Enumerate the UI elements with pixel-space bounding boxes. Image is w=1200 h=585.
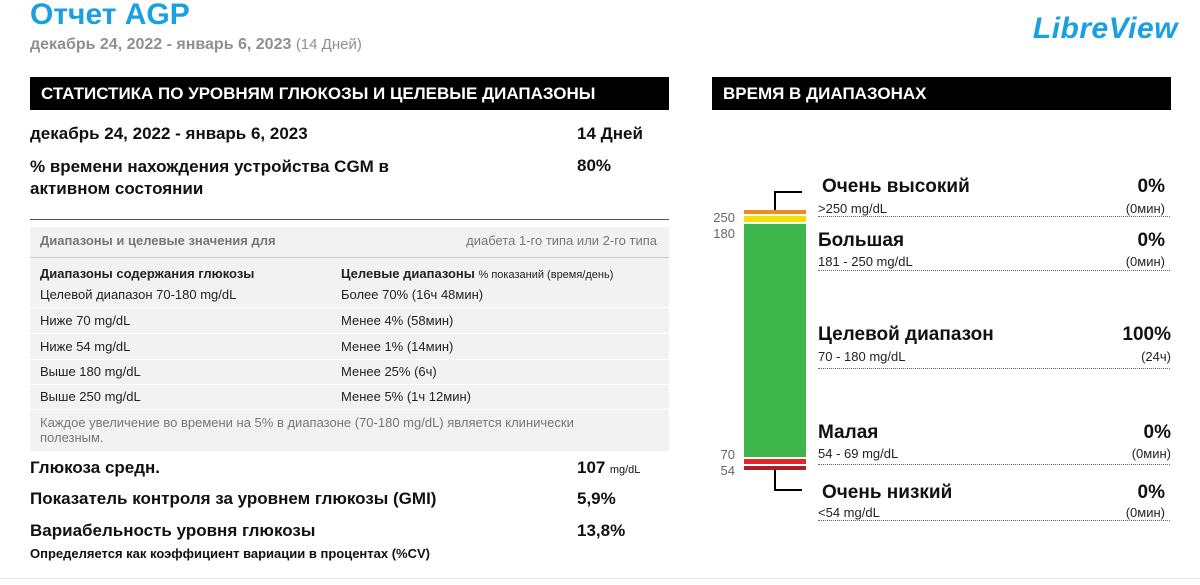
- range-sub-very-high: >250 mg/dL: [818, 201, 888, 216]
- cv-note: Определяется как коэффициент вариации в …: [30, 546, 430, 561]
- target-row-2: Менее 1% (14мин): [341, 339, 454, 354]
- range-label-target: Целевой диапазон: [818, 324, 994, 345]
- range-label-high: Большая: [818, 230, 905, 251]
- col-target-ranges-title: Целевые диапазоны: [341, 266, 475, 281]
- range-row-3: Выше 180 mg/dL: [40, 364, 141, 379]
- range-time-very-high: (0мин): [1125, 201, 1165, 216]
- cgm-active-label: % времени нахождения устройства CGM в ак…: [30, 157, 390, 198]
- range-row-2: Ниже 54 mg/dL: [40, 339, 131, 354]
- range-time-high: (0мин): [1125, 254, 1165, 269]
- tick-180: 180: [713, 226, 735, 241]
- range-row-1: Ниже 70 mg/dL: [40, 313, 131, 328]
- time-in-range-header: ВРЕМЯ В ДИАПАЗОНАХ: [712, 77, 1171, 110]
- range-sub-high: 181 - 250 mg/dL: [818, 254, 913, 269]
- range-label-low: Малая: [818, 422, 879, 443]
- row-divider: [30, 333, 669, 334]
- tick-54: 54: [720, 463, 735, 478]
- gmi-value: 5,9%: [577, 489, 616, 508]
- divider: [30, 219, 669, 220]
- gmi-label: Показатель контроля за уровнем глюкозы (…: [30, 489, 437, 508]
- dotted-divider: [818, 368, 1170, 369]
- range-time-target: (24ч): [1141, 349, 1171, 364]
- range-sub-low: 54 - 69 mg/dL: [818, 446, 899, 461]
- time-in-range-bar: [744, 191, 806, 491]
- avg-glucose-unit: mg/dL: [609, 464, 641, 476]
- targets-header-left: Диапазоны и целевые значения для: [40, 233, 276, 248]
- range-time-low: (0мин): [1131, 446, 1171, 461]
- targets-note: Каждое увеличение во времени на 5% в диа…: [40, 415, 574, 445]
- page-bottom-line: [0, 578, 1200, 579]
- range-sub-very-low: <54 mg/dL: [818, 505, 880, 520]
- period-label: декабрь 24, 2022 - январь 6, 2023: [30, 124, 308, 143]
- connector-very-high: [774, 191, 802, 210]
- range-pct-high: 0%: [1137, 230, 1165, 251]
- dotted-divider: [818, 520, 1170, 521]
- range-time-very-low: (0мин): [1125, 505, 1165, 520]
- range-sub-target: 70 - 180 mg/dL: [818, 349, 906, 364]
- range-pct-very-low: 0%: [1137, 482, 1165, 503]
- range-label-very-high: Очень высокий: [822, 176, 970, 197]
- target-row-4: Менее 5% (1ч 12мин): [341, 389, 471, 404]
- report-title: Отчет AGP: [30, 0, 190, 31]
- row-divider: [30, 384, 669, 385]
- tick-250: 250: [713, 210, 735, 225]
- dotted-divider: [818, 216, 1170, 217]
- dotted-divider: [818, 464, 1170, 465]
- dotted-divider: [818, 270, 1170, 271]
- tick-70: 70: [720, 447, 735, 462]
- connector-very-low: [774, 470, 802, 491]
- cv-label: Вариабельность уровня глюкозы: [30, 521, 316, 540]
- avg-glucose-label: Глюкоза средн.: [30, 458, 161, 477]
- avg-glucose-value: 107 mg/dL: [577, 458, 640, 478]
- row-divider: [30, 359, 669, 360]
- libreview-logo: LibreView: [1032, 12, 1178, 45]
- bar-segment-target: [744, 224, 806, 457]
- targets-header-right: диабета 1-го типа или 2-го типа: [466, 233, 657, 248]
- col-target-ranges-sub: % показаний (время/день): [478, 269, 614, 281]
- target-row-0: Более 70% (16ч 48мин): [341, 287, 484, 302]
- bar-segment-very-high: [744, 210, 806, 214]
- bar-segment-high: [744, 216, 806, 222]
- targets-box: [30, 227, 669, 451]
- bar-segment-very-low: [744, 466, 806, 470]
- range-pct-very-high: 0%: [1137, 176, 1165, 197]
- bar-segment-low: [744, 459, 806, 464]
- row-divider: [30, 409, 669, 410]
- target-row-3: Менее 25% (6ч): [341, 364, 437, 379]
- period-value: 14 Дней: [577, 124, 643, 143]
- range-row-0: Целевой диапазон 70-180 mg/dL: [40, 287, 237, 302]
- target-row-1: Менее 4% (58мин): [341, 313, 454, 328]
- targets-divider: [30, 257, 669, 258]
- range-label-very-low: Очень низкий: [822, 482, 953, 503]
- col-glucose-ranges: Диапазоны содержания глюкозы: [40, 266, 255, 281]
- row-divider: [30, 307, 669, 308]
- range-pct-low: 0%: [1143, 422, 1171, 443]
- cv-value: 13,8%: [577, 521, 626, 540]
- days-count: (14 Дней): [295, 36, 362, 53]
- range-row-4: Выше 250 mg/dL: [40, 389, 141, 404]
- range-pct-target: 100%: [1122, 324, 1171, 345]
- col-target-ranges: Целевые диапазоны % показаний (время/ден…: [341, 266, 613, 281]
- report-date-range: декабрь 24, 2022 - январь 6, 2023 (14 Дн…: [30, 36, 362, 54]
- date-range-text: декабрь 24, 2022 - январь 6, 2023: [30, 36, 292, 53]
- avg-glucose-number: 107: [577, 458, 606, 477]
- cgm-active-value: 80%: [577, 156, 612, 175]
- stats-section-header: СТАТИСТИКА ПО УРОВНЯМ ГЛЮКОЗЫ И ЦЕЛЕВЫЕ …: [30, 77, 669, 110]
